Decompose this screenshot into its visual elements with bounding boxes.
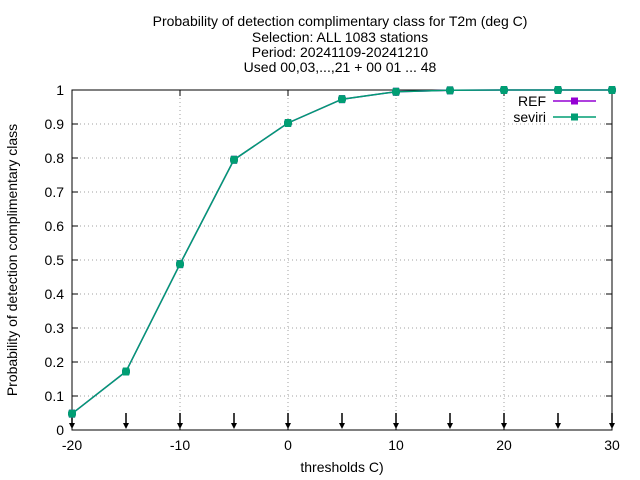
data-point-seviri xyxy=(176,260,184,269)
y-tick-label: 0.4 xyxy=(45,286,65,302)
x-tick-label: 10 xyxy=(388,437,404,453)
threshold-marker-head xyxy=(393,423,399,429)
x-axis: -20 -10 0 10 20 30 xyxy=(62,90,620,453)
x-tick-label: 20 xyxy=(496,437,512,453)
grid xyxy=(72,90,612,430)
y-tick-label: 0.9 xyxy=(45,116,65,132)
y-tick-label: 0 xyxy=(56,422,64,438)
series-line-seviri xyxy=(71,89,612,415)
y-tick-label: 0.6 xyxy=(45,218,65,234)
y-tick-label: 0.3 xyxy=(45,320,65,336)
threshold-marker-head xyxy=(231,423,237,429)
y-tick-label: 0.8 xyxy=(45,150,65,166)
threshold-marker-head xyxy=(555,423,561,429)
title-line-3: Period: 20241109-20241210 xyxy=(252,44,429,60)
data-point-seviri xyxy=(230,155,238,164)
data-point-seviri xyxy=(284,118,292,127)
threshold-marker-head xyxy=(69,423,75,429)
legend-marker-seviri xyxy=(571,113,578,121)
threshold-marker-head xyxy=(501,423,507,429)
data-point-seviri xyxy=(446,86,454,95)
threshold-marker-head xyxy=(123,423,129,429)
data-point-seviri xyxy=(68,409,76,418)
x-tick-label: -20 xyxy=(62,437,82,453)
y-tick-label: 0.1 xyxy=(45,388,65,404)
data-point-seviri xyxy=(392,87,400,96)
data-point-seviri xyxy=(500,86,508,94)
x-axis-label: thresholds C) xyxy=(300,459,383,475)
x-tick-label: -10 xyxy=(170,437,190,453)
data-point-seviri xyxy=(338,95,346,104)
threshold-marker-head xyxy=(447,423,453,429)
y-tick-label: 0.7 xyxy=(45,184,65,200)
threshold-marker-head xyxy=(609,423,615,429)
data-point-seviri xyxy=(122,367,130,376)
threshold-marker-head xyxy=(177,423,183,429)
legend-label-REF: REF xyxy=(518,93,546,109)
y-tick-label: 0.2 xyxy=(45,354,65,370)
x-tick-label: 0 xyxy=(284,437,292,453)
legend-marker-REF xyxy=(571,97,578,105)
y-tick-label: 0.5 xyxy=(45,252,65,268)
y-tick-label: 1 xyxy=(56,82,64,98)
data-point-seviri xyxy=(608,86,616,94)
title-line-2: Selection: ALL 1083 stations xyxy=(252,29,428,45)
threshold-marker-head xyxy=(339,423,345,429)
y-axis: 0 0.1 0.2 0.3 0.4 0.5 0.6 0.7 0.8 0.9 1 xyxy=(45,82,612,438)
title-line-4: Used 00,03,...,21 + 00 01 ... 48 xyxy=(244,59,437,75)
chart-title: Probability of detection complimentary c… xyxy=(153,13,528,75)
series-line-REF xyxy=(71,89,612,415)
series-layer xyxy=(68,86,616,418)
legend-label-seviri: seviri xyxy=(513,109,546,125)
title-line-1: Probability of detection complimentary c… xyxy=(153,13,528,29)
threshold-markers xyxy=(69,413,615,429)
x-tick-label: 30 xyxy=(604,437,620,453)
threshold-marker-head xyxy=(285,423,291,429)
y-axis-label: Probability of detection complimentary c… xyxy=(4,124,20,396)
data-point-seviri xyxy=(554,86,562,94)
